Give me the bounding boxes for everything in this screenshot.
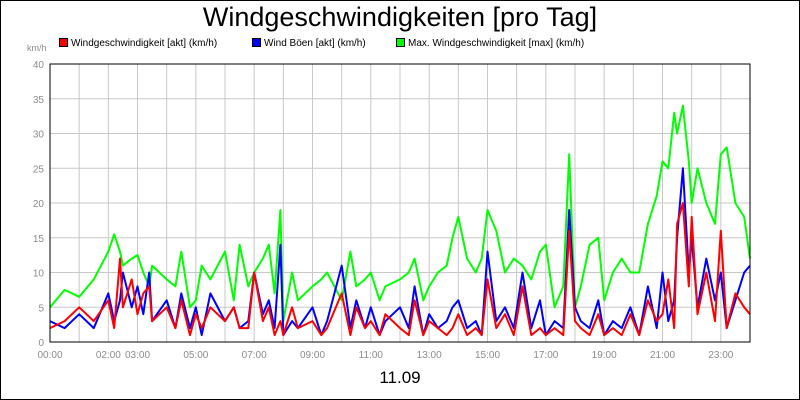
legend-label-max-wind-speed: Max. Windgeschwindigkeit [max] (km/h)	[408, 38, 585, 49]
legend-swatch-max-wind-speed	[396, 38, 405, 47]
x-tick-label: 21:00	[650, 350, 675, 361]
x-tick-label: 11:00	[359, 350, 384, 361]
plot-border	[49, 63, 751, 343]
legend-swatch-gusts	[252, 38, 261, 47]
x-tick-label: 05:00	[183, 350, 208, 361]
x-tick-label: 00:00	[37, 350, 62, 361]
legend-item-max-wind-speed: Max. Windgeschwindigkeit [max] (km/h)	[396, 38, 584, 49]
x-tick-label: 23:00	[708, 350, 733, 361]
y-tick-label: 30	[33, 130, 45, 141]
x-tick-label: 02:00	[96, 350, 121, 361]
legend-label-wind-speed: Windgeschwindigkeit [akt] (km/h)	[71, 38, 218, 49]
y-tick-label: 10	[33, 269, 45, 280]
legend-item-wind-speed: Windgeschwindigkeit [akt] (km/h)	[59, 38, 217, 49]
x-tick-label: 19:00	[592, 350, 617, 361]
legend-swatch-wind-speed	[59, 38, 68, 47]
y-tick-label: 25	[33, 164, 45, 175]
y-tick-label: 0	[38, 338, 44, 349]
x-axis-date-label: 11.09	[379, 368, 421, 387]
y-tick-label: 40	[33, 60, 45, 71]
x-tick-label: 15:00	[475, 350, 500, 361]
x-tick-label: 07:00	[242, 350, 267, 361]
legend-item-gusts: Wind Böen [akt] (km/h)	[252, 38, 366, 49]
series-line-wind-speed	[49, 202, 751, 337]
chart-title: Windgeschwindigkeiten [pro Tag]	[202, 2, 598, 32]
x-tick-label: 03:00	[125, 350, 150, 361]
y-tick-label: 20	[33, 199, 45, 210]
y-tick-label: 5	[38, 303, 44, 314]
legend-label-gusts: Wind Böen [akt] (km/h)	[264, 38, 366, 49]
y-tick-label: 15	[33, 234, 45, 245]
y-tick-label: 35	[33, 95, 45, 106]
series-line-max-wind-speed	[49, 104, 751, 323]
x-tick-label: 17:00	[533, 350, 558, 361]
x-tick-label: 13:00	[417, 350, 442, 361]
x-tick-label: 09:00	[300, 350, 325, 361]
y-axis-unit-label: km/h	[27, 43, 47, 53]
